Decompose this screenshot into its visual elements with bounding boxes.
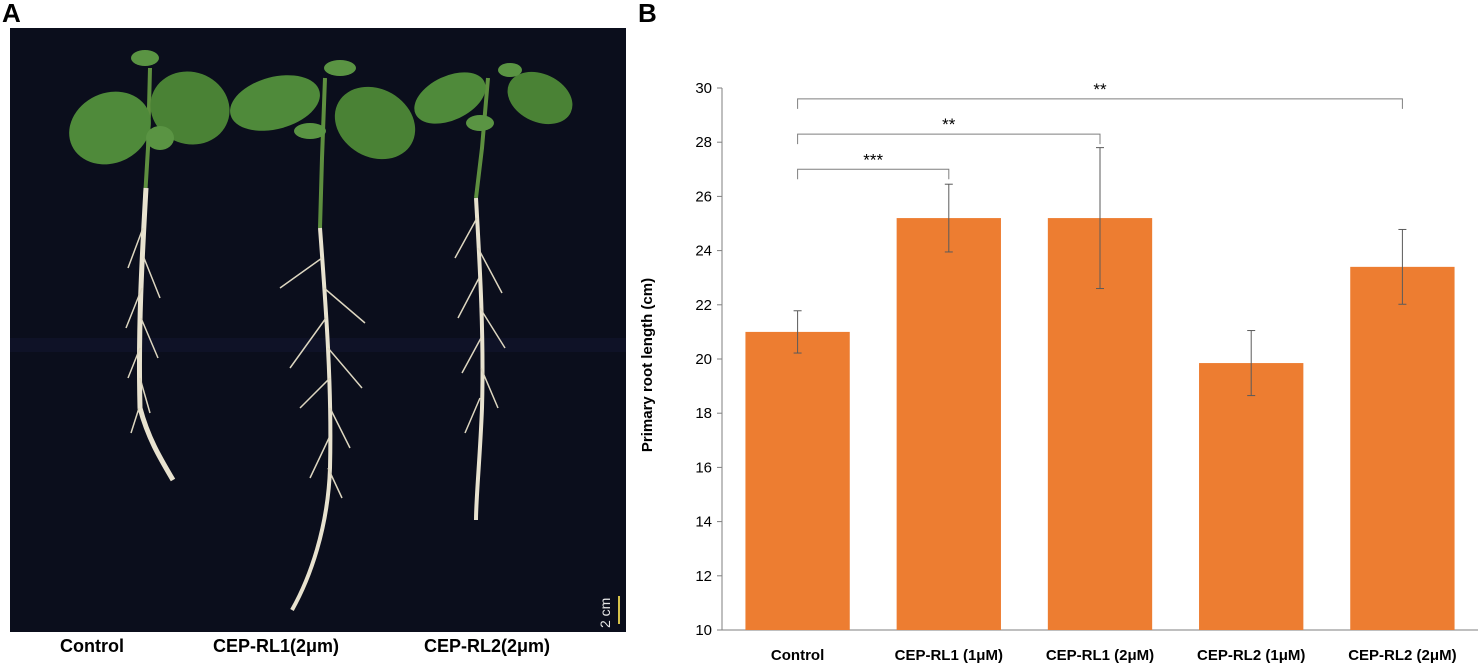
y-tick-label: 14 — [695, 514, 712, 531]
control-seedling — [69, 50, 230, 482]
seedling-photo: 2 cm — [10, 28, 626, 632]
bar-3 — [1199, 363, 1304, 630]
y-tick-label: 16 — [695, 459, 712, 476]
significance-bracket-0 — [797, 168, 950, 180]
y-tick-label: 20 — [695, 351, 712, 368]
x-category-label-3: CEP-RL2 (1μM) — [1197, 647, 1305, 664]
y-tick-label: 26 — [695, 188, 712, 205]
y-tick-label: 18 — [695, 405, 712, 422]
y-axis-label: Primary root length (cm) — [639, 278, 656, 452]
y-tick-label: 10 — [695, 622, 712, 639]
seedling-illustration: 2 cm — [10, 28, 626, 632]
bar-0 — [745, 331, 850, 630]
caption-cep-rl1: CEP-RL1(2μm) — [213, 636, 340, 656]
significance-bracket-2 — [797, 98, 1403, 109]
y-tick-label: 30 — [695, 80, 712, 97]
cep-rl1-seedling — [230, 60, 416, 611]
y-tick-label: 12 — [695, 568, 712, 585]
significance-label-0: *** — [863, 150, 883, 169]
bar-4 — [1350, 266, 1455, 630]
panel-label-b: B — [638, 0, 657, 28]
x-category-label-4: CEP-RL2 (2μM) — [1348, 647, 1456, 664]
y-tick-label: 28 — [695, 134, 712, 151]
scale-bar-label: 2 cm — [597, 598, 613, 628]
caption-control: Control — [60, 636, 124, 656]
y-tick-label: 24 — [695, 243, 712, 260]
significance-label-1: ** — [942, 115, 956, 134]
x-category-label-2: CEP-RL1 (2μM) — [1046, 647, 1154, 664]
cep-rl2-seedling — [414, 63, 573, 521]
x-category-label-0: Control — [771, 647, 824, 664]
significance-label-2: ** — [1093, 80, 1107, 99]
root-length-bar-chart: 10 12 14 16 18 20 22 24 26 28 30 Control CEP-RL1 (1μ… — [639, 80, 1478, 664]
significance-bracket-1 — [797, 133, 1101, 145]
caption-cep-rl2: CEP-RL2(2μm) — [424, 636, 551, 656]
y-tick-label: 22 — [695, 297, 712, 314]
x-category-label-1: CEP-RL1 (1μM) — [895, 647, 1003, 664]
panel-label-a: A — [2, 0, 21, 28]
bar-1 — [896, 218, 1001, 630]
